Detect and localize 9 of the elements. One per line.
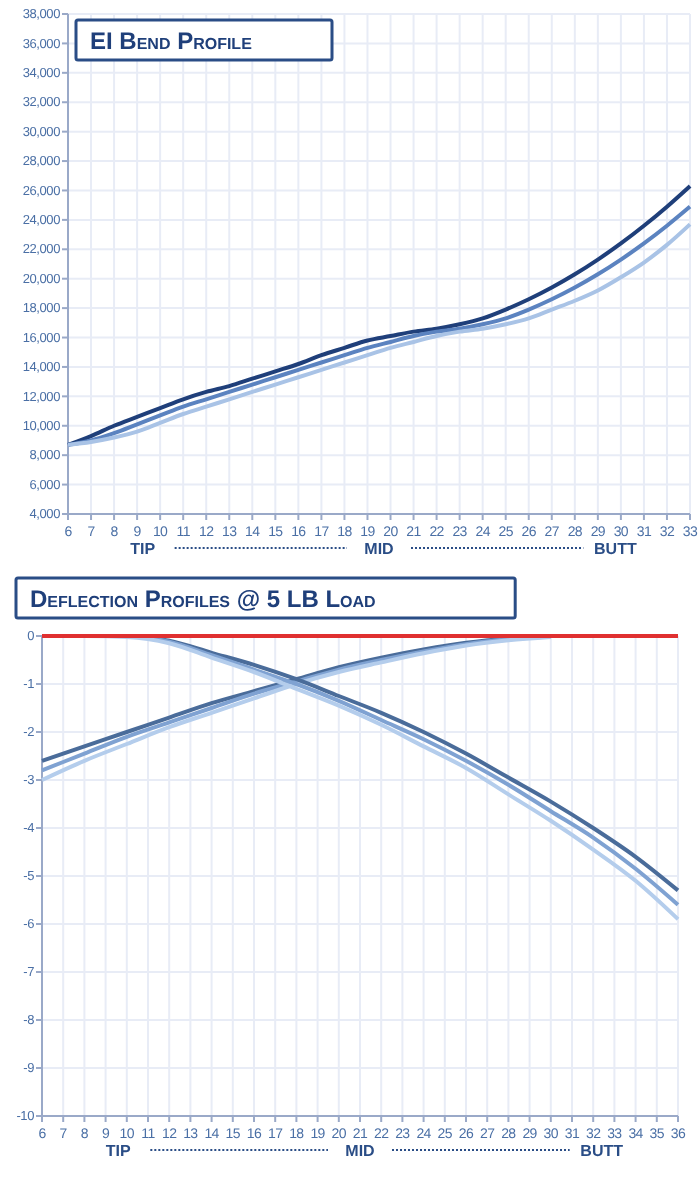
chart-title: Deflection Profiles @ 5 LB Load [30,585,377,613]
text: TIP [130,540,157,558]
title-box: EI Bend Profile [74,18,334,62]
text: MID [364,540,395,558]
text: MID [345,1142,376,1160]
text: BUTT [594,540,637,558]
title-box: Deflection Profiles @ 5 LB Load [14,576,517,620]
text: BUTT [580,1142,624,1160]
text: TIP [105,1142,133,1160]
